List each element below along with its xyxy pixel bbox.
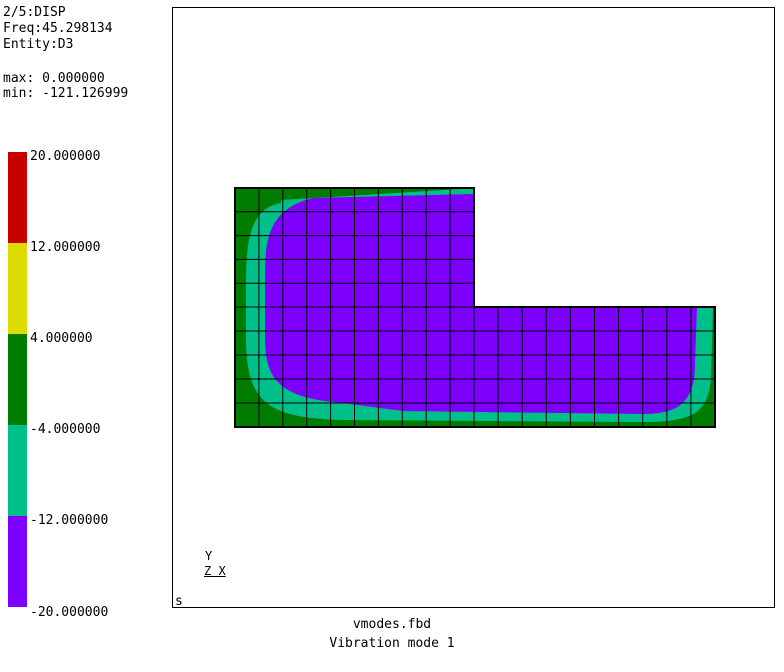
mode-label: 2/5:DISP: [3, 5, 66, 20]
legend-swatch-1: [8, 152, 27, 243]
legend-label-6: -20.000000: [30, 605, 109, 620]
contour-band-inner: [265, 194, 697, 414]
legend-label-5: -12.000000: [30, 513, 109, 528]
legend-swatch-2: [8, 243, 27, 334]
fem-contour-plot[interactable]: [173, 8, 774, 607]
legend-label-1: 20.000000: [30, 149, 101, 164]
viewport-corner-label: s: [175, 594, 183, 609]
min-value-label: min: -121.126999: [3, 86, 129, 101]
legend-label-3: 4.000000: [30, 331, 93, 346]
entity-label: Entity:D3: [3, 37, 74, 52]
frequency-label: Freq:45.298134: [3, 21, 113, 36]
plot-title: Vibration mode 1: [329, 636, 455, 651]
graphics-viewport[interactable]: Y Z X s: [172, 7, 775, 609]
legend-label-4: -4.000000: [30, 422, 101, 437]
legend-swatch-3: [8, 334, 27, 425]
legend-swatch-5: [8, 516, 27, 607]
filename-label: vmodes.fbd: [352, 617, 432, 632]
legend-label-2: 12.000000: [30, 240, 101, 255]
legend-swatch-4: [8, 425, 27, 516]
axis-y-label: Y: [205, 549, 213, 563]
axis-zx-label: Z X: [204, 564, 226, 578]
max-value-label: max: 0.000000: [3, 71, 105, 86]
mesh-outline: [234, 187, 716, 428]
